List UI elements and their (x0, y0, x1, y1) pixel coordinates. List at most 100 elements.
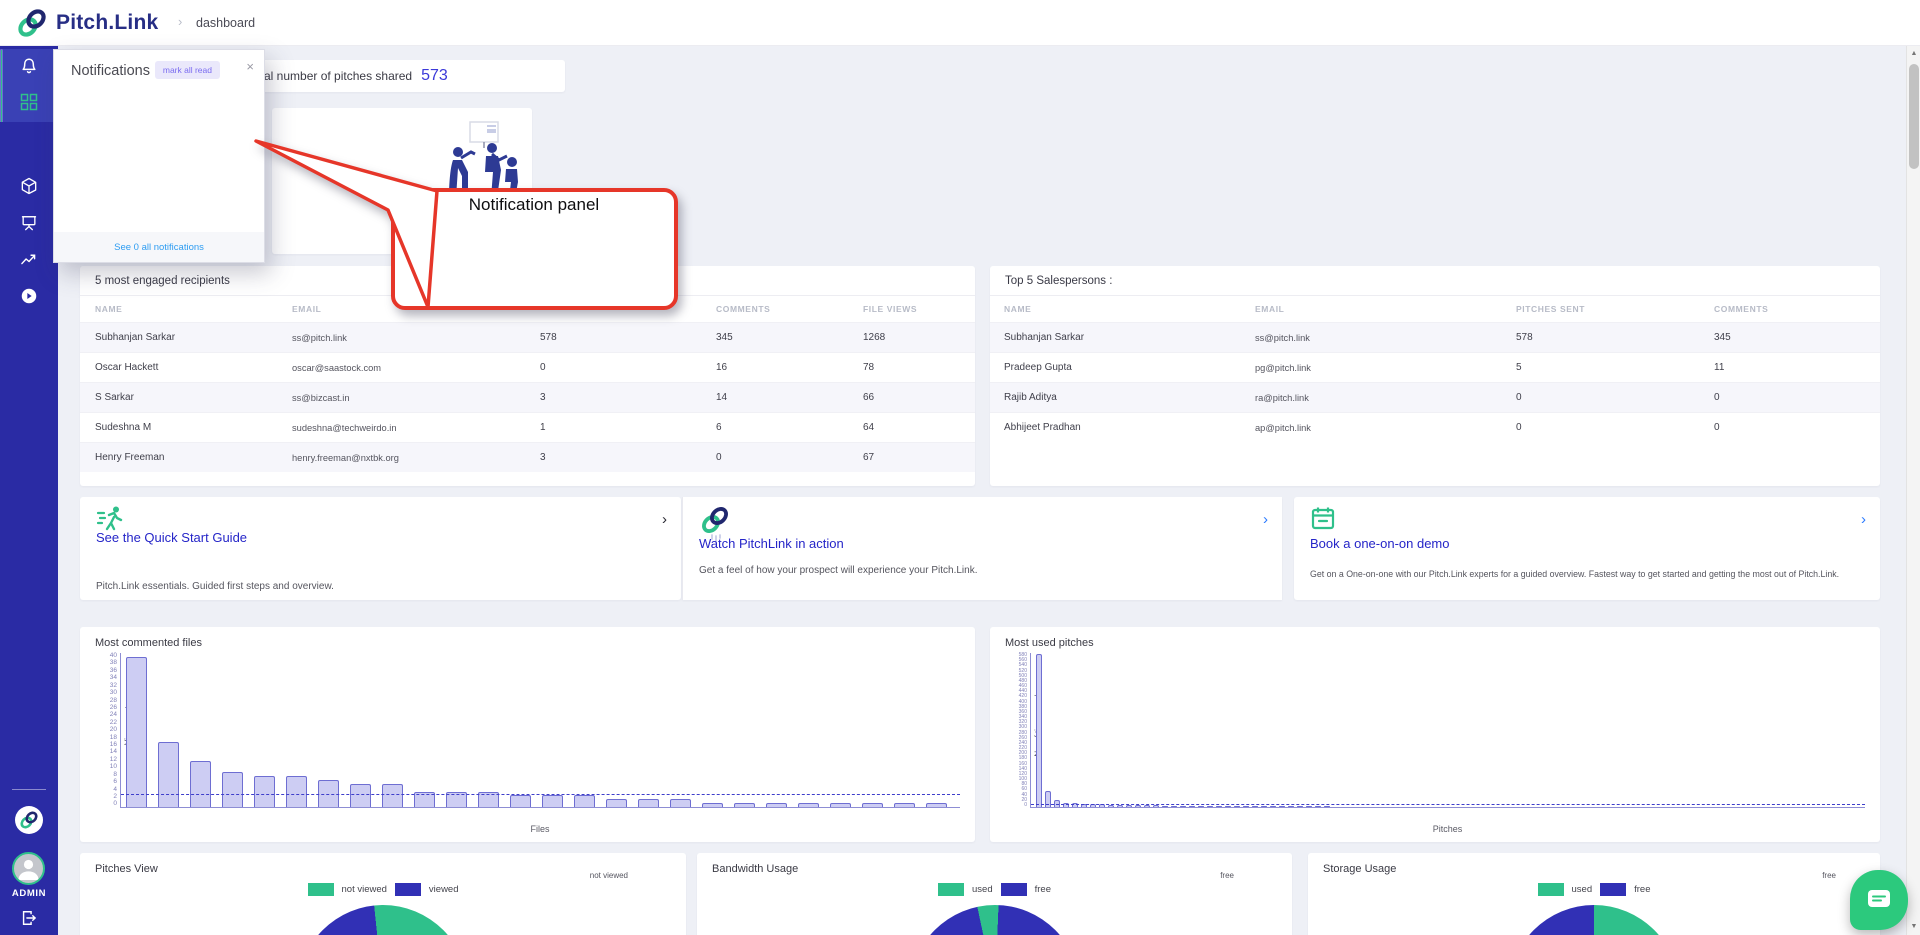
chart-title: Most used pitches (1005, 637, 1094, 649)
table-row: Subhanjan Sarkar ss@pitch.link 578 345 126… (80, 322, 975, 352)
table-row: Subhanjan Sarkar ss@pitch.link 578 345 (990, 322, 1880, 352)
pie (298, 905, 468, 935)
chart-title: Bandwidth Usage (712, 863, 799, 875)
legend: not viewed viewed (80, 883, 686, 896)
notification-panel-title: Notifications (71, 63, 150, 79)
sidebar-divider (12, 789, 46, 790)
salespersons-table-title: Top 5 Salespersons : (990, 266, 1880, 296)
x-axis-label: Files (530, 824, 550, 834)
presentation-icon[interactable] (19, 213, 39, 233)
legend: used free (697, 883, 1292, 896)
callout-text: Notification panel (469, 195, 599, 214)
legend-label: used (972, 884, 993, 895)
legend-swatch (1000, 883, 1027, 896)
plot-area: View count (120, 653, 960, 808)
book-demo-card[interactable]: Book a one-on-on demo Get on a One-on-on… (1294, 497, 1880, 600)
analytics-icon[interactable] (19, 249, 39, 269)
admin-label: ADMIN (11, 888, 47, 899)
salespersons-table: Top 5 Salespersons : NAME EMAIL PITCHES S… (990, 266, 1880, 486)
corner-label: free (1822, 871, 1836, 880)
legend-swatch (307, 883, 334, 896)
legend-swatch (938, 883, 964, 896)
bell-icon[interactable] (19, 56, 39, 76)
notification-panel-footer: See 0 all notifications (54, 232, 264, 262)
legend-label: not viewed (341, 884, 387, 895)
pie-chart-bandwidth-usage: Bandwidth Usage free used free (697, 853, 1292, 935)
annotation-callout: Notification panel (254, 139, 678, 310)
package-icon[interactable] (19, 176, 39, 196)
pitchlink-logo-icon[interactable] (16, 7, 48, 39)
chat-widget-button[interactable] (1850, 870, 1908, 930)
legend-swatch (1600, 883, 1627, 896)
legend: used free (1308, 883, 1880, 896)
quick-start-desc: Pitch.Link essentials. Guided first step… (96, 581, 334, 592)
corner-label: not viewed (589, 871, 628, 880)
watch-in-action-desc: Get a feel of how your prospect will exp… (699, 565, 978, 576)
chart-title: Most commented files (95, 637, 202, 649)
quick-start-title[interactable]: See the Quick Start Guide (96, 530, 248, 545)
book-demo-title[interactable]: Book a one-on-on demo (1310, 536, 1450, 551)
mark-all-read-button[interactable]: mark all read (154, 61, 220, 79)
admin-avatar[interactable] (12, 852, 45, 885)
recipients-table-header: NAME EMAIL COMMENTS FILE VIEWS (95, 304, 918, 314)
sidebar-nav: ADMIN (0, 46, 58, 935)
see-all-notifications-link[interactable]: See 0 all notifications (114, 241, 204, 253)
table-row: Pradeep Gupta pg@pitch.link 5 11 (990, 352, 1880, 382)
bars (1036, 653, 1865, 807)
scroll-up-arrow-icon[interactable]: ▲ (1910, 50, 1918, 57)
bar-chart-most-commented-files: Most commented files 40 38 36 34 32 30 28 26 24 2… (80, 627, 975, 842)
sidebar-active-section (0, 49, 58, 122)
logout-icon[interactable] (19, 908, 39, 928)
bars (126, 653, 960, 807)
salespersons-table-header: NAME EMAIL PITCHES SENT COMMENTS (1004, 304, 1769, 314)
notification-panel: Notifications mark all read × See 0 all … (53, 49, 265, 263)
chevron-right-icon[interactable]: › (1263, 511, 1268, 528)
legend-label: used (1571, 884, 1593, 895)
legend-label: viewed (428, 884, 459, 895)
legend-swatch (1537, 883, 1564, 896)
average-dashed-line (121, 794, 960, 796)
chat-icon (1868, 890, 1890, 907)
running-man-icon (96, 506, 123, 531)
y-axis-ticks: 580 560 540 520 500 480 460 440 420 400 380 360 340 3… (1018, 652, 1027, 808)
play-circle-icon[interactable] (19, 286, 39, 306)
chart-title: Storage Usage (1323, 863, 1397, 875)
average-dashed-line (1031, 803, 1865, 805)
pitches-shared-value: 573 (421, 67, 448, 84)
pitches-shared-summary: Total number of pitches shared 573 (235, 60, 565, 92)
pie-chart-pitches-view: Pitches View not viewed not viewed viewe… (80, 853, 686, 935)
top-header: Pitch.Link › dashboard (0, 0, 1920, 46)
scroll-down-arrow-icon[interactable]: ▼ (1910, 923, 1918, 930)
pitchlink-loops-icon (702, 507, 728, 543)
pie (1509, 905, 1679, 935)
quick-start-card[interactable]: See the Quick Start Guide Pitch.Link ess… (80, 497, 681, 600)
chevron-right-icon[interactable]: › (1861, 511, 1866, 528)
calendar-icon (1311, 507, 1335, 530)
bar-chart-most-used-pitches: Most used pitches 580 560 540 520 500 480 460 4… (990, 627, 1880, 842)
vertical-scrollbar[interactable]: ▲ ▼ (1906, 46, 1920, 935)
dashboard-grid-icon[interactable] (19, 92, 39, 112)
table-row: Oscar Hackett oscar@saastock.com 0 16 78 (80, 352, 975, 382)
brand-name[interactable]: Pitch.Link (56, 11, 159, 34)
pie-chart-storage-usage: Storage Usage free used free (1308, 853, 1880, 935)
sidebar-logo-icon[interactable] (15, 806, 43, 834)
watch-in-action-card[interactable]: Watch PitchLink in action Get a feel of … (682, 497, 1282, 600)
table-row: S Sarkar ss@bizcast.in 3 14 66 (80, 382, 975, 412)
breadcrumb: dashboard (196, 16, 256, 30)
close-icon[interactable]: × (246, 59, 254, 74)
chart-title: Pitches View (95, 863, 158, 875)
scrollbar-thumb[interactable] (1909, 64, 1919, 169)
x-axis-label: Pitches (1432, 824, 1463, 834)
watch-in-action-title[interactable]: Watch PitchLink in action (699, 536, 844, 551)
book-demo-desc: Get on a One-on-one with our Pitch.Link … (1310, 569, 1840, 579)
pitches-shared-label: Total number of pitches shared (248, 69, 413, 83)
legend-swatch (394, 883, 421, 896)
chevron-right-icon[interactable]: › (662, 511, 667, 528)
legend-label: free (1034, 884, 1051, 895)
y-axis-ticks: 40 38 36 34 32 30 28 26 24 22 20 18 16 14 12 10 8 6 4 2 0 (109, 652, 117, 808)
